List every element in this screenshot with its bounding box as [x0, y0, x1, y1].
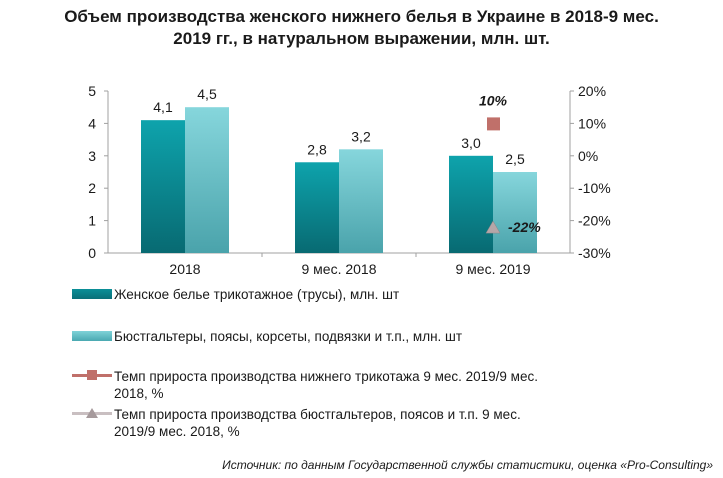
y-tick-label-left: 3: [88, 148, 96, 164]
chart-plot: 0 1 2 3 4 5 -30% -20% -10% 0% 10% 20% 2018 9 мес. 201…: [88, 83, 611, 277]
legend-item-knitwear: Женское белье трикотажное (трусы), млн. …: [72, 286, 399, 303]
chart-title-line-1: Объем производства женского нижнего бель…: [64, 7, 659, 26]
chart-title: Объем производства женского нижнего бель…: [0, 6, 723, 50]
y-tick-label-right: 10%: [578, 115, 606, 131]
source-note: Источник: по данным Государственной служ…: [222, 458, 713, 472]
bar-bras: [493, 172, 537, 253]
marker-knitwear-growth: [487, 117, 500, 131]
legend-swatch-knitwear: [72, 289, 112, 299]
marker-value-label: -22%: [508, 219, 541, 235]
y-tick-label-left: 0: [88, 245, 96, 261]
bar-knitwear: [295, 162, 339, 253]
y-tick-label-left: 2: [88, 180, 96, 196]
bar-value-label: 4,1: [153, 99, 173, 115]
legend-label-bras-growth: Темп прироста производства бюстгальтеров…: [114, 407, 521, 439]
y-tick-label-right: -20%: [578, 213, 611, 229]
bar-bras: [339, 149, 383, 253]
legend-item-bras-growth: Темп прироста производства бюстгальтеров…: [72, 406, 521, 440]
y-tick-label-right: 20%: [578, 83, 606, 99]
bar-knitwear: [141, 120, 185, 253]
bar-bras: [185, 107, 229, 253]
marker-value-label: 10%: [479, 92, 508, 108]
y-tick-label-left: 5: [88, 83, 96, 99]
x-tick-label: 9 мес. 2019: [455, 261, 530, 277]
y-tick-label-right: 0%: [578, 148, 598, 164]
legend-label-knitwear: Женское белье трикотажное (трусы), млн. …: [114, 287, 400, 302]
y-tick-label-right: -10%: [578, 180, 611, 196]
y-tick-label-left: 1: [88, 213, 96, 229]
bar-value-label: 2,8: [307, 141, 327, 157]
marker-bras-growth: [485, 220, 501, 234]
bar-value-label: 4,5: [197, 86, 217, 102]
chart-title-line-2: 2019 гг., в натуральном выражении, млн. …: [173, 29, 550, 48]
legend-label-knitwear-growth: Темп прироста производства нижнего трико…: [114, 369, 538, 401]
legend-swatch-bras-growth: [72, 406, 112, 420]
legend-item-bras: Бюстгальтеры, поясы, корсеты, подвязки и…: [72, 328, 462, 345]
legend-swatch-knitwear-growth: [72, 368, 112, 382]
y-tick-label-left: 4: [88, 115, 96, 131]
legend-item-knitwear-growth: Темп прироста производства нижнего трико…: [72, 368, 538, 402]
legend-label-bras: Бюстгальтеры, поясы, корсеты, подвязки и…: [114, 329, 463, 344]
legend-swatch-bras: [72, 331, 112, 341]
y-tick-label-right: -30%: [578, 245, 611, 261]
x-tick-label: 9 мес. 2018: [301, 261, 376, 277]
bar-value-label: 3,2: [351, 128, 371, 144]
bar-value-label: 3,0: [461, 135, 481, 151]
x-tick-label: 2018: [169, 261, 200, 277]
bar-knitwear: [449, 155, 493, 253]
bar-value-label: 2,5: [505, 151, 525, 167]
